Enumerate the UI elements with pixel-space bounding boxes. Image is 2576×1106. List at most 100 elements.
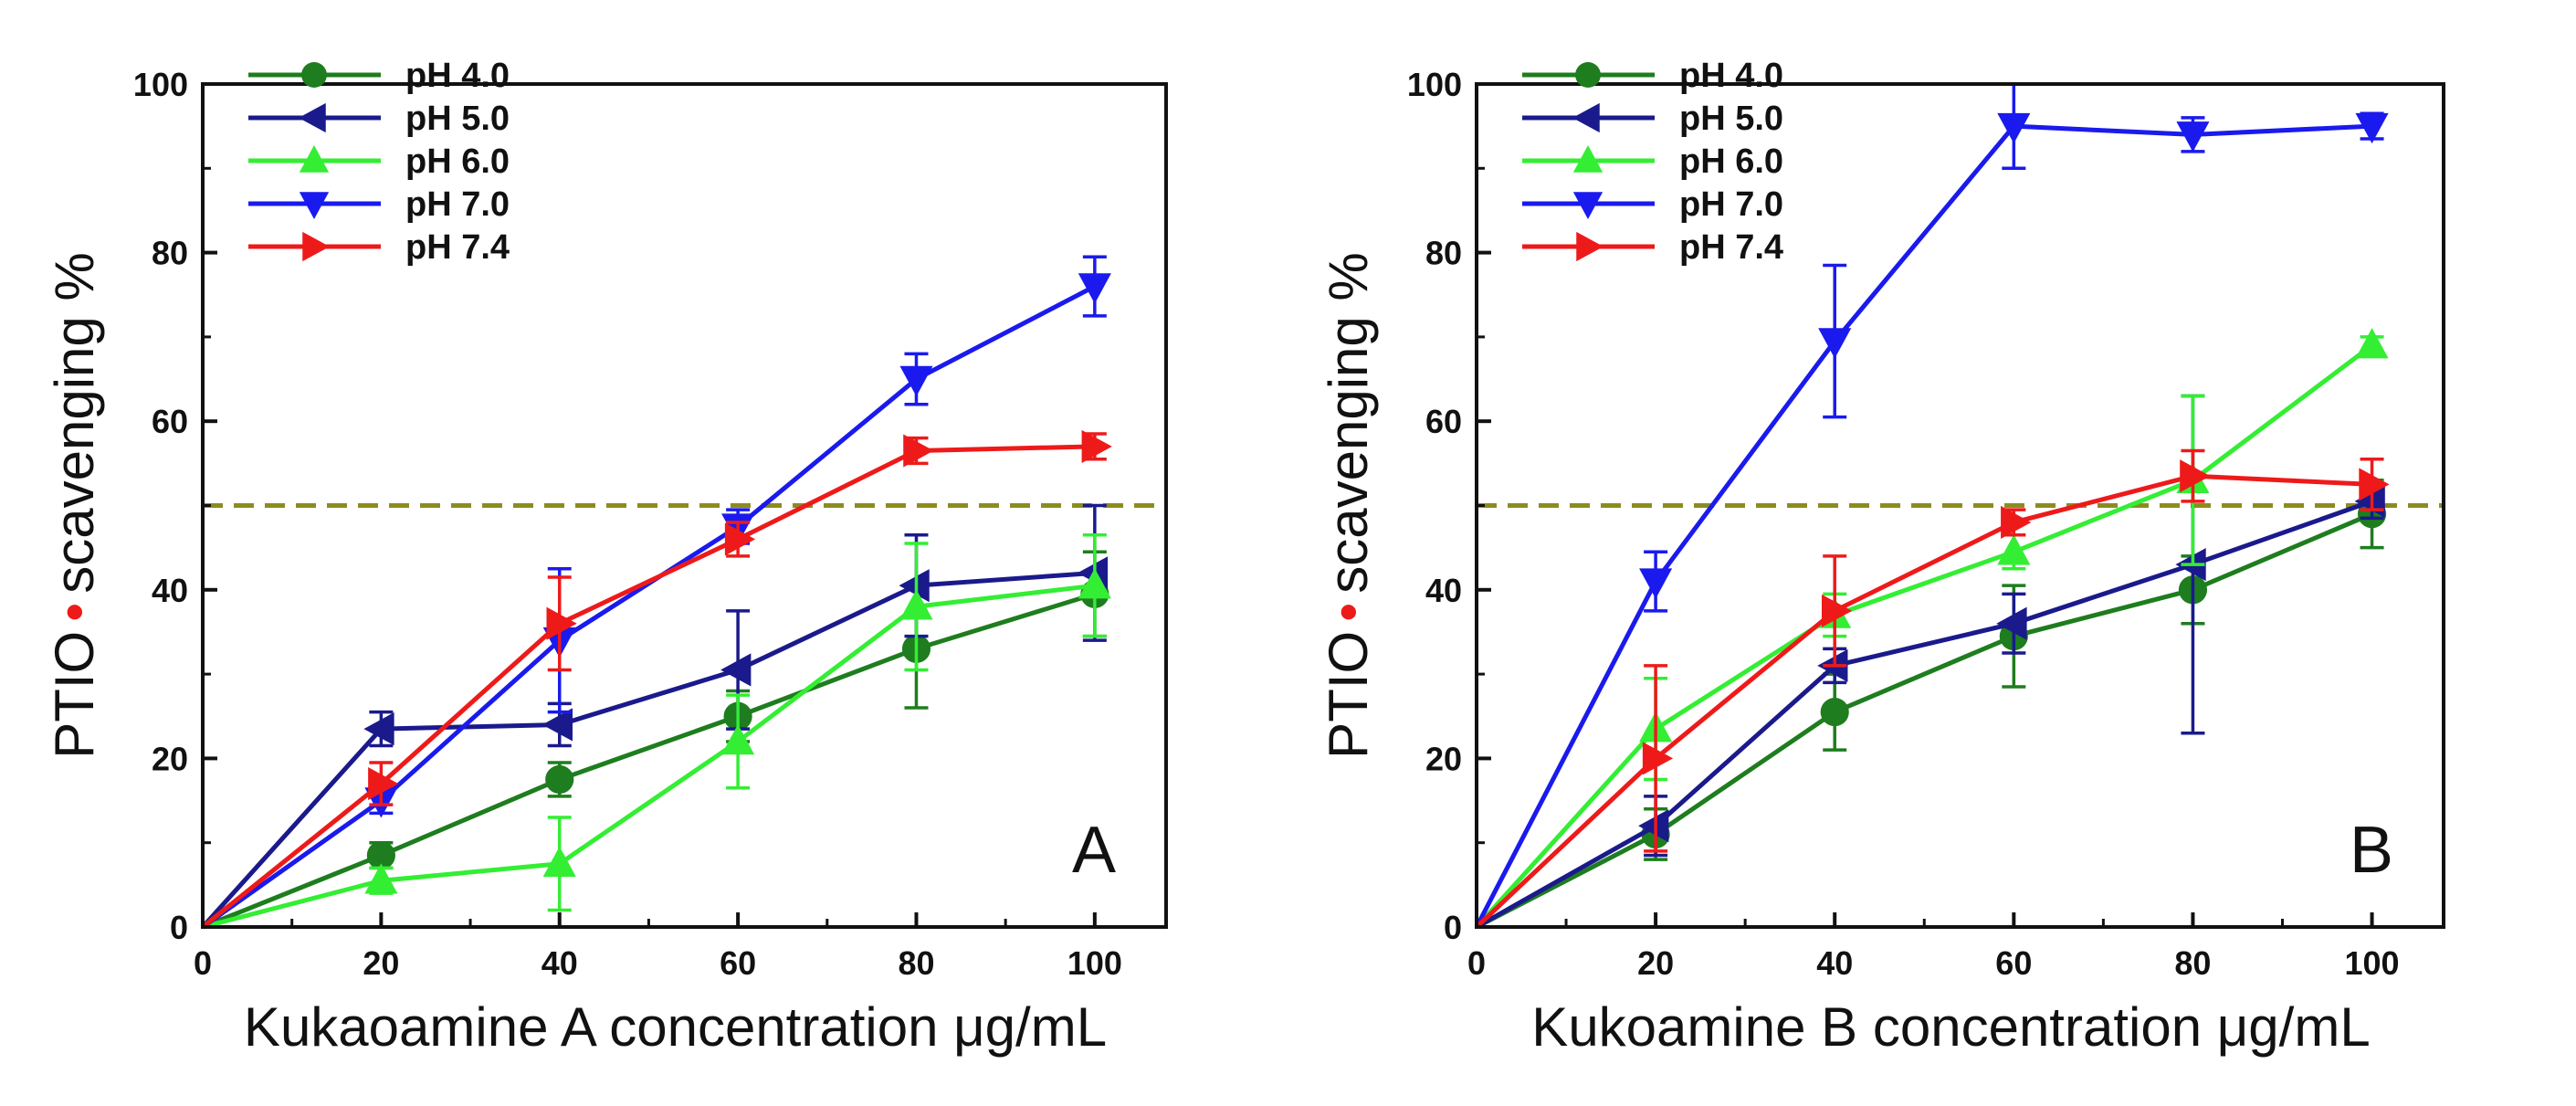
x-tick-label: 20	[363, 944, 399, 982]
legend-label: pH 6.0	[405, 142, 510, 181]
y-axis-label: PTIO • scavenging %	[1318, 252, 1379, 759]
legend-marker	[299, 145, 330, 173]
legend-marker	[299, 192, 330, 219]
legend: pH 4.0 pH 5.0 pH 6.0 pH 7.0 pH 7.4	[1522, 57, 1783, 267]
y-axis-label-prefix: PTIO	[1318, 631, 1379, 759]
y-tick-label: 100	[1407, 66, 1462, 103]
y-tick-label: 40	[152, 572, 188, 609]
axis-ticks: 0 20 40 60 80 100 0 20 40 60 80 100	[1407, 66, 2400, 982]
series-line	[1475, 499, 2373, 930]
y-tick-label: 0	[170, 909, 188, 946]
data-point	[546, 606, 577, 640]
legend-label: pH 7.0	[1679, 185, 1783, 224]
x-axis-label: Kukoamine B concentration μg/mL	[1531, 996, 2370, 1058]
x-tick-label: 20	[1637, 944, 1674, 982]
data-point	[903, 434, 934, 468]
legend-item: pH 7.4	[248, 228, 510, 267]
y-tick-label: 80	[152, 235, 188, 272]
x-tick-label: 60	[720, 944, 756, 982]
series-line	[1475, 343, 2374, 929]
series-line	[1475, 473, 2372, 929]
legend-item: pH 7.4	[1522, 228, 1783, 267]
legend-item: pH 5.0	[248, 100, 510, 138]
x-tick-label: 80	[898, 944, 934, 982]
legend-item: pH 7.0	[1522, 185, 1783, 224]
series-line	[1475, 511, 2373, 930]
data-point	[1081, 429, 1112, 463]
legend-label: pH 5.0	[1679, 100, 1783, 138]
x-tick-label: 100	[2345, 944, 2400, 982]
data-point	[1639, 568, 1673, 599]
legend-label: pH 7.4	[405, 228, 510, 267]
y-tick-label: 80	[1425, 235, 1462, 272]
legend-marker	[1572, 102, 1600, 133]
data-point	[1638, 809, 1669, 843]
series-layer	[1474, 82, 2390, 930]
y-axis-label-suffix: scavenging %	[1318, 252, 1379, 594]
data-point	[363, 712, 394, 746]
data-point	[721, 723, 755, 755]
x-tick-label: 80	[2174, 944, 2211, 982]
data-point	[1997, 112, 2031, 144]
series-line	[201, 444, 1095, 929]
series-ph-7-4	[201, 429, 1112, 929]
legend-marker	[1572, 192, 1603, 219]
panel-label: A	[1072, 814, 1116, 887]
y-tick-label: 60	[1425, 403, 1462, 440]
data-point	[1996, 606, 2027, 640]
legend-label: pH 7.0	[405, 185, 510, 224]
x-tick-label: 0	[194, 944, 212, 982]
data-point	[899, 589, 933, 620]
x-tick-label: 60	[1995, 944, 2032, 982]
series-ph-6-0	[202, 533, 1111, 930]
data-point	[2001, 505, 2032, 540]
data-point	[2355, 328, 2389, 359]
x-tick-label: 40	[541, 944, 578, 982]
data-point	[368, 767, 399, 801]
y-tick-label: 100	[133, 66, 188, 103]
data-point	[724, 522, 756, 556]
data-point	[1821, 594, 1853, 627]
legend-item: pH 4.0	[1522, 57, 1783, 95]
legend-label: pH 6.0	[1679, 142, 1783, 181]
legend-label: pH 5.0	[405, 100, 510, 138]
series-layer	[201, 255, 1112, 930]
legend-marker	[1576, 231, 1603, 262]
axis-ticks: 0 20 40 60 80 100 0 20 40 60 80 100	[133, 66, 1122, 982]
legend-marker	[302, 231, 330, 262]
series-line	[201, 570, 1096, 929]
y-axis-label: PTIO • scavenging %	[44, 252, 105, 759]
legend-marker	[1575, 62, 1601, 88]
data-point	[2180, 459, 2211, 493]
y-axis-label-suffix: scavenging %	[44, 252, 105, 594]
data-point	[2355, 112, 2389, 144]
series-line	[202, 583, 1096, 930]
radical-dot: •	[1318, 603, 1379, 622]
x-tick-label: 0	[1467, 944, 1486, 982]
data-point	[545, 764, 574, 795]
panel-label: B	[2350, 814, 2393, 887]
y-tick-label: 20	[1425, 740, 1462, 777]
data-point	[366, 840, 395, 870]
radical-dot: •	[44, 603, 105, 622]
x-axis-label: Kukaoamine A concentration μg/mL	[244, 996, 1107, 1058]
legend-label: pH 7.4	[1679, 228, 1783, 267]
series-line	[202, 592, 1096, 930]
legend-marker	[1572, 145, 1603, 173]
legend-item: pH 4.0	[248, 57, 510, 95]
legend-label: pH 4.0	[405, 57, 510, 95]
data-point	[720, 653, 752, 687]
legend-item: pH 7.0	[248, 185, 510, 224]
data-point	[1820, 698, 1849, 727]
legend-marker	[301, 62, 327, 88]
data-point	[2359, 468, 2390, 501]
legend-item: pH 6.0	[248, 142, 510, 181]
data-point	[364, 863, 398, 894]
legend-item: pH 5.0	[1522, 100, 1783, 138]
y-axis-label-prefix: PTIO	[44, 631, 105, 759]
data-point	[1997, 534, 2031, 565]
data-point	[899, 569, 930, 603]
